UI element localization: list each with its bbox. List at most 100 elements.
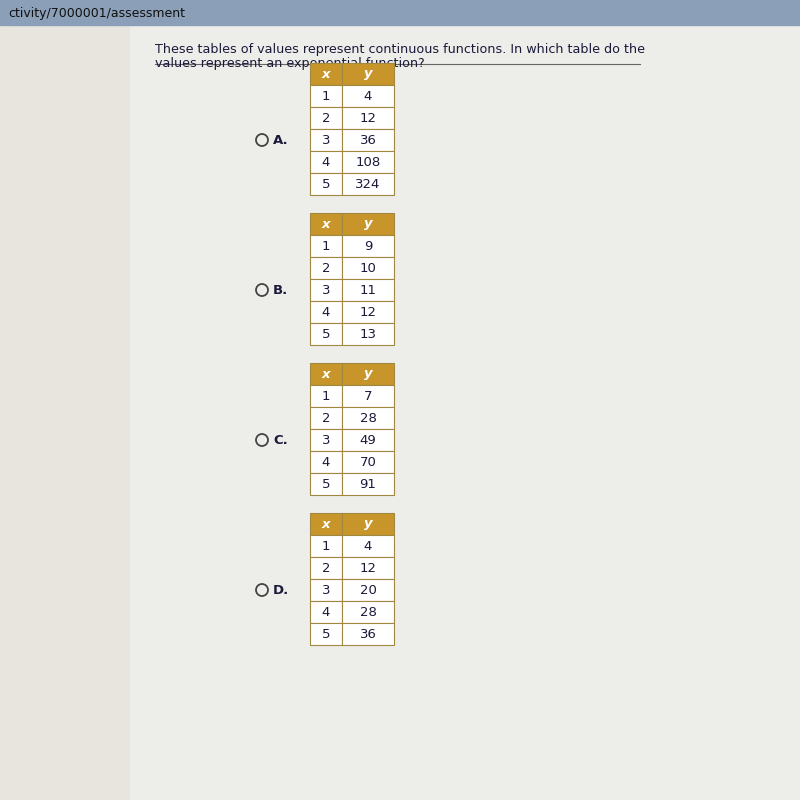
Bar [342,107,394,129]
Text: 49: 49 [360,434,376,446]
Text: 4: 4 [364,539,372,553]
Bar [310,257,342,279]
Text: 108: 108 [355,155,381,169]
Text: 36: 36 [359,134,377,146]
Text: x: x [322,218,330,230]
Text: 3: 3 [322,434,330,446]
Bar [342,601,394,623]
Bar [310,451,342,473]
Bar [310,535,342,557]
Text: 4: 4 [322,606,330,618]
Bar [0,0,800,25]
Text: x: x [322,367,330,381]
Bar [342,535,394,557]
Text: 12: 12 [359,306,377,318]
Text: 5: 5 [322,178,330,190]
Bar [310,557,342,579]
Bar [310,323,342,345]
Text: 36: 36 [359,627,377,641]
Bar [310,407,342,429]
Text: y: y [364,218,372,230]
Bar [310,85,342,107]
Text: 3: 3 [322,134,330,146]
Text: 2: 2 [322,562,330,574]
Text: 1: 1 [322,90,330,102]
Text: 2: 2 [322,111,330,125]
Bar [342,385,394,407]
Bar [310,473,342,495]
Bar [342,623,394,645]
Bar [342,63,394,85]
Text: ctivity/7000001/assessment: ctivity/7000001/assessment [8,6,185,19]
Bar [342,173,394,195]
Bar [310,601,342,623]
Text: 2: 2 [322,262,330,274]
Text: D.: D. [273,583,290,597]
Text: 1: 1 [322,239,330,253]
Bar [342,151,394,173]
Text: y: y [364,67,372,81]
Bar [130,25,800,800]
Text: C.: C. [273,434,288,446]
Text: 7: 7 [364,390,372,402]
Bar [310,623,342,645]
Text: 324: 324 [355,178,381,190]
Text: x: x [322,518,330,530]
Bar [310,63,342,85]
Text: 5: 5 [322,478,330,490]
Bar [342,301,394,323]
Bar [342,451,394,473]
Bar [342,85,394,107]
Text: 1: 1 [322,539,330,553]
Bar [342,235,394,257]
Bar [342,557,394,579]
Text: y: y [364,367,372,381]
Text: 11: 11 [359,283,377,297]
Text: 2: 2 [322,411,330,425]
Bar [310,385,342,407]
Bar [310,513,342,535]
Text: 1: 1 [322,390,330,402]
Bar [310,363,342,385]
Text: A.: A. [273,134,289,146]
Text: 70: 70 [359,455,377,469]
Bar [342,129,394,151]
Text: These tables of values represent continuous functions. In which table do the: These tables of values represent continu… [155,43,645,56]
Bar [310,579,342,601]
Text: 13: 13 [359,327,377,341]
Bar [342,579,394,601]
Text: 10: 10 [359,262,377,274]
Bar [342,473,394,495]
Bar [342,363,394,385]
Text: 3: 3 [322,283,330,297]
Text: 12: 12 [359,562,377,574]
Text: 28: 28 [359,411,377,425]
Text: 4: 4 [364,90,372,102]
Text: x: x [322,67,330,81]
Bar [342,323,394,345]
Text: 91: 91 [359,478,377,490]
Bar [342,257,394,279]
Text: 9: 9 [364,239,372,253]
Text: 28: 28 [359,606,377,618]
Text: 5: 5 [322,627,330,641]
Bar [310,301,342,323]
Text: 4: 4 [322,155,330,169]
Bar [342,279,394,301]
Text: 4: 4 [322,455,330,469]
Text: 20: 20 [359,583,377,597]
Bar [310,429,342,451]
Text: values represent an exponential function?: values represent an exponential function… [155,57,425,70]
Bar [310,213,342,235]
Bar [310,173,342,195]
Bar [310,129,342,151]
Text: 4: 4 [322,306,330,318]
Bar [310,151,342,173]
Bar [310,235,342,257]
Text: 5: 5 [322,327,330,341]
Bar [342,407,394,429]
Bar [342,213,394,235]
Bar [342,429,394,451]
Text: y: y [364,518,372,530]
Bar [342,513,394,535]
